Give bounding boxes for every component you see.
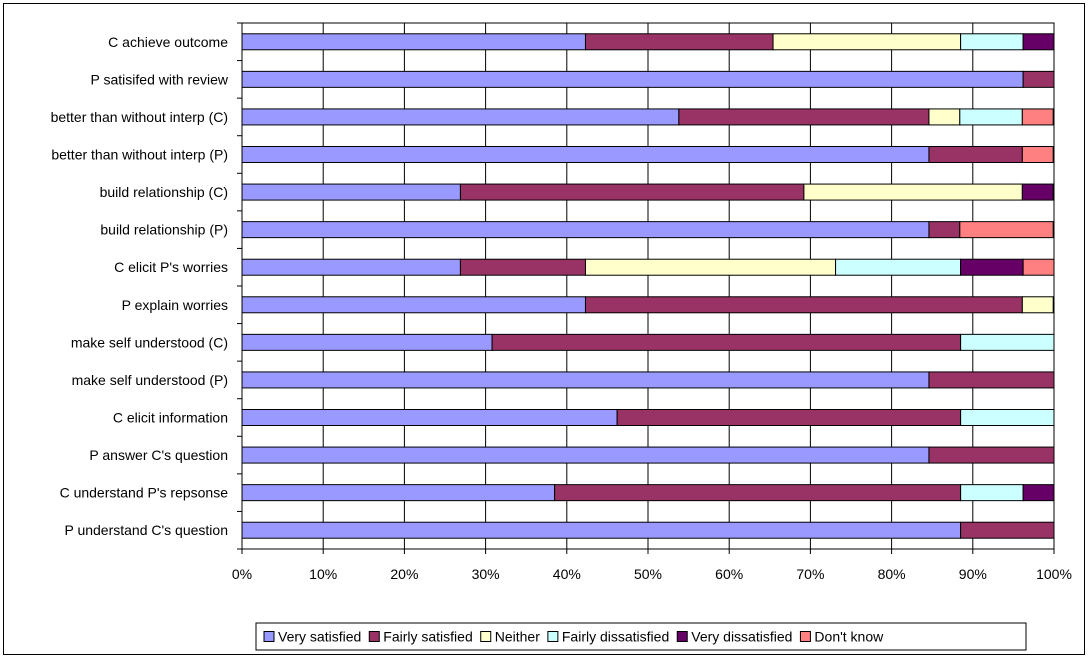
bar-segment-fairly-dissatisfied [960,409,1055,426]
plot-border [241,22,1055,550]
bar-segment-very-dissatisfied [1022,33,1055,51]
bar-segment-fairly-satisfied [928,446,1055,464]
bar-segment-very-satisfied [241,108,680,126]
bar-segment-fairly-satisfied [928,146,1023,163]
category-label: better than without interp (P) [51,147,228,163]
bar-segment-neither [772,33,962,51]
bar-segment-don-t-know [1021,108,1054,126]
bar-segment-fairly-dissatisfied [960,484,1024,502]
x-tick-label: 0% [232,566,252,582]
bar-segment-fairly-satisfied [584,296,1023,314]
bar-segment-fairly-satisfied [459,258,586,276]
category-label: P understand C's question [64,522,228,538]
x-tick-labels: 0% 10% 20% 30% 40% 50% 60% 70% 80% 90% 100% [232,566,1072,582]
bar-segment-neither [928,108,961,126]
x-tick-label: 80% [878,566,906,582]
legend-label-don-t-know: Don't know [814,629,884,645]
category-label: P explain worries [122,297,228,313]
bar-segment-fairly-dissatisfied [835,258,962,276]
category-labels: C achieve outcome P satisifed with review… [51,34,229,538]
bar-segment-very-dissatisfied [960,258,1024,276]
legend-swatch-fairly-satisfied [368,631,380,642]
legend-swatch-fairly-dissatisfied [547,631,559,642]
bar-segment-fairly-satisfied [928,371,1055,389]
bar-segment-don-t-know [1021,146,1054,163]
bar-segment-don-t-know [1022,258,1055,276]
x-tick-label: 50% [634,566,662,582]
bar-segment-very-satisfied [241,221,930,239]
legend-label-very-satisfied: Very satisfied [278,629,361,645]
bar-segment-very-satisfied [241,521,962,539]
bar-segment-fairly-satisfied [584,33,774,51]
category-label: C elicit information [113,410,228,426]
bar-segment-fairly-satisfied [928,221,961,239]
bar-segment-neither [803,183,1023,201]
x-tick-label: 40% [553,566,581,582]
bar-segment-fairly-satisfied [491,333,962,351]
category-label: better than without interp (C) [51,109,228,125]
legend-label-fairly-dissatisfied: Fairly dissatisfied [562,629,669,645]
x-tick-label: 20% [390,566,418,582]
bar-segment-fairly-satisfied [459,183,805,201]
bar-segment-very-satisfied [241,183,461,201]
category-label: make self understood (C) [71,334,228,350]
bar-segment-very-satisfied [241,70,1024,88]
legend-label-very-dissatisfied: Very dissatisfied [691,629,792,645]
bar-segment-fairly-satisfied [678,108,930,126]
bar-segment-very-satisfied [241,371,930,389]
bar-segment-fairly-dissatisfied [960,333,1055,351]
bar-segment-fairly-satisfied [960,521,1055,539]
x-tick-label: 10% [309,566,337,582]
bar-segment-fairly-dissatisfied [960,33,1024,51]
category-label: C elicit P's worries [114,259,228,275]
bar-segment-fairly-satisfied [616,409,962,426]
bar-segment-fairly-satisfied [554,484,962,502]
bars [241,33,1055,539]
category-label: build relationship (P) [100,222,228,238]
category-label: C achieve outcome [108,34,228,50]
category-label: C understand P's repsonse [60,485,229,501]
bar-segment-neither [1021,296,1054,314]
x-tick-label: 90% [959,566,987,582]
legend-box [255,622,1027,651]
legend-label-fairly-satisfied: Fairly satisfied [383,629,472,645]
bar-segment-very-satisfied [241,33,586,51]
x-tick-label: 70% [796,566,824,582]
legend-swatch-very-satisfied [263,631,275,642]
category-label: build relationship (C) [100,184,228,200]
bar-segment-very-dissatisfied [1021,183,1054,201]
bar-segment-very-satisfied [241,296,586,314]
axes [237,22,1055,554]
bar-segment-fairly-dissatisfied [959,108,1023,126]
x-tick-label: 30% [472,566,500,582]
category-label: P answer C's question [89,447,228,463]
bar-segment-very-satisfied [241,446,930,464]
bar-segment-very-satisfied [241,146,930,163]
bar-segment-very-satisfied [241,333,493,351]
bar-segment-very-satisfied [241,258,461,276]
bar-segment-fairly-satisfied [1022,70,1055,88]
bar-segment-very-satisfied [241,409,618,426]
legend-swatch-neither [480,631,492,642]
x-tick-label: 100% [1036,566,1072,582]
legend-label-neither: Neither [495,629,540,645]
legend-swatch-don-t-know [799,631,811,642]
legend-swatch-very-dissatisfied [676,631,688,642]
category-label: P satisifed with review [91,71,229,87]
bar-segment-don-t-know [959,221,1054,239]
legend: Very satisfied Fairly satisfied Neither Fai… [255,622,1027,651]
category-label: make self understood (P) [72,372,228,388]
bar-segment-very-satisfied [241,484,556,502]
x-tick-label: 60% [715,566,743,582]
bar-segment-neither [584,258,837,276]
bar-segment-very-dissatisfied [1022,484,1055,502]
